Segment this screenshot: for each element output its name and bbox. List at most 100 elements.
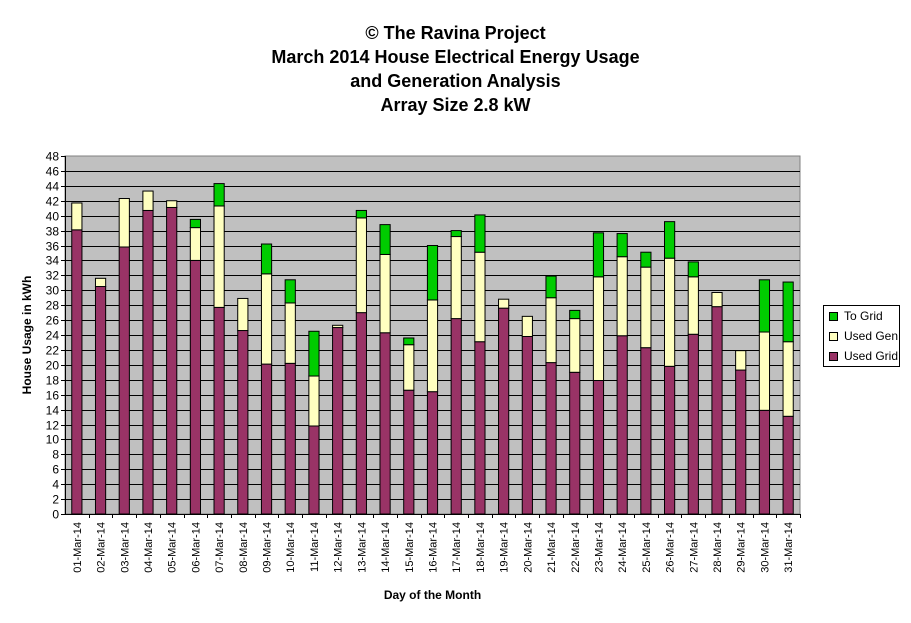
x-tick-label: 23-Mar-14: [593, 522, 605, 573]
bar-used-grid: [474, 341, 486, 515]
bar-used-grid: [758, 409, 771, 515]
bar-used-gen: [450, 236, 462, 320]
bar-used-grid: [308, 425, 320, 515]
bar-used-gen: [355, 217, 367, 314]
bar-to-grid: [616, 233, 628, 258]
y-tick-label: 0: [52, 508, 59, 522]
x-tick-label: 29-Mar-14: [736, 522, 748, 573]
bar-used-grid: [640, 347, 652, 515]
bar-to-grid: [758, 279, 771, 333]
y-tick-label: 16: [46, 389, 60, 403]
bar-to-grid: [640, 251, 652, 268]
bar-used-gen: [521, 315, 533, 337]
bar-used-grid: [663, 365, 676, 515]
x-tick-label: 13-Mar-14: [356, 522, 368, 573]
bar-used-grid: [545, 362, 557, 515]
bar-used-gen: [237, 297, 249, 332]
x-tick-label: 30-Mar-14: [759, 522, 771, 573]
bar-used-gen: [687, 276, 699, 335]
y-tick-label: 18: [46, 374, 60, 388]
bar-used-grid: [735, 369, 747, 515]
bar-used-gen: [118, 198, 130, 248]
legend-item-used-grid: Used Grid: [829, 349, 898, 363]
bar-to-grid: [687, 261, 699, 278]
y-tick-label: 4: [52, 478, 59, 492]
x-tick-label: 28-Mar-14: [712, 522, 724, 573]
bar-used-grid: [521, 335, 533, 515]
x-tick-label: 22-Mar-14: [570, 522, 582, 573]
x-tick-label: 17-Mar-14: [451, 522, 463, 573]
bar-used-grid: [711, 306, 723, 515]
x-tick-label: 26-Mar-14: [665, 522, 677, 573]
x-tick-label: 25-Mar-14: [641, 522, 653, 573]
x-tick-label: 15-Mar-14: [404, 522, 416, 573]
bar-to-grid: [213, 183, 225, 207]
bar-to-grid: [592, 232, 605, 278]
y-tick-label: 34: [46, 254, 60, 268]
x-tick-label: 11-Mar-14: [309, 522, 321, 572]
bar-used-grid: [189, 259, 202, 515]
bar-used-gen: [640, 266, 652, 349]
x-tick-label: 16-Mar-14: [428, 522, 440, 573]
y-tick-label: 20: [46, 359, 60, 373]
x-tick-label: 27-Mar-14: [688, 522, 700, 573]
bar-used-grid: [260, 363, 273, 515]
bar-used-gen: [782, 341, 794, 417]
x-tick-label: 31-Mar-14: [783, 522, 795, 573]
bar-used-gen: [545, 297, 557, 364]
y-tick-label: 26: [46, 314, 60, 328]
y-tick-label: 14: [46, 404, 60, 418]
bar-used-gen: [213, 205, 225, 308]
y-tick-label: 32: [46, 269, 60, 283]
legend-swatch-to-grid: [829, 311, 838, 321]
bar-used-grid: [592, 379, 605, 515]
bar-used-gen: [474, 251, 486, 343]
bar-used-gen: [71, 202, 83, 231]
legend-swatch-used-grid: [829, 351, 838, 361]
bar-used-grid: [237, 330, 249, 515]
bar-used-gen: [142, 190, 154, 211]
bar-to-grid: [663, 221, 676, 259]
chart-title-line-4: Array Size 2.8 kW: [380, 95, 531, 115]
bar-used-grid: [498, 307, 510, 515]
y-tick-label: 48: [46, 150, 60, 164]
bar-used-gen: [663, 257, 676, 367]
bar-used-grid: [284, 362, 296, 515]
x-tick-label: 12-Mar-14: [333, 522, 345, 573]
y-tick-label: 44: [46, 180, 60, 194]
legend-label-used-grid: Used Grid: [844, 349, 899, 363]
bar-to-grid: [284, 279, 296, 304]
bar-used-gen: [379, 253, 391, 334]
bar-to-grid: [379, 224, 391, 255]
y-tick-label: 46: [46, 165, 60, 179]
y-tick-label: 36: [46, 240, 60, 254]
y-tick-label: 38: [46, 225, 60, 239]
bar-used-gen: [308, 375, 320, 427]
bar-used-grid: [332, 327, 344, 515]
bar-used-gen: [260, 273, 273, 365]
bar-to-grid: [308, 330, 320, 377]
legend-label-to-grid: To Grid: [844, 309, 883, 323]
bar-used-grid: [142, 209, 154, 515]
bar-to-grid: [355, 209, 367, 219]
bar-used-grid: [213, 306, 225, 515]
x-tick-label: 01-Mar-14: [72, 522, 84, 573]
x-tick-label: 06-Mar-14: [190, 522, 202, 573]
legend-item-to-grid: To Grid: [829, 309, 883, 323]
bar-used-grid: [569, 371, 581, 515]
bar-used-grid: [687, 333, 699, 515]
bar-used-gen: [284, 302, 296, 364]
chart-title-line-2: March 2014 House Electrical Energy Usage: [271, 47, 640, 67]
y-tick-label: 10: [46, 433, 60, 447]
x-tick-label: 20-Mar-14: [522, 522, 534, 573]
bar-to-grid: [426, 245, 439, 301]
y-tick-label: 6: [52, 463, 59, 477]
x-tick-label: 18-Mar-14: [475, 522, 487, 573]
bar-used-gen: [332, 324, 344, 329]
bar-used-gen: [426, 299, 439, 393]
x-tick-label: 14-Mar-14: [380, 522, 392, 573]
x-tick-label: 05-Mar-14: [167, 522, 179, 573]
bar-used-gen: [94, 277, 107, 288]
bar-to-grid: [782, 281, 794, 343]
bar-used-grid: [426, 391, 439, 515]
